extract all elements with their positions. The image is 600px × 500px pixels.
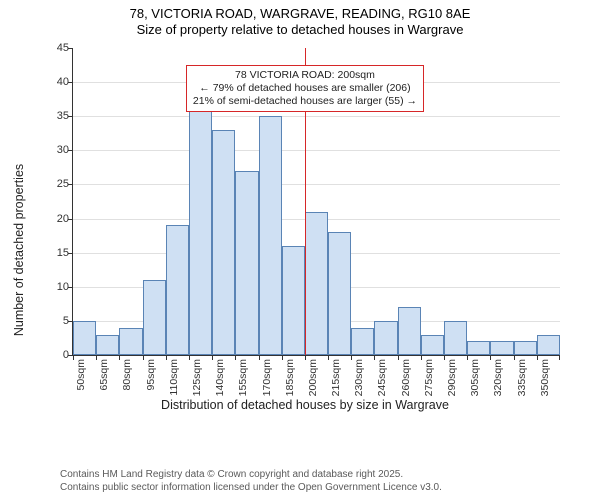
histogram-bar [328, 232, 351, 355]
x-tick [305, 355, 306, 360]
x-tick [73, 355, 74, 360]
histogram-bar [351, 328, 374, 355]
histogram-bar [259, 116, 282, 355]
histogram-bar [73, 321, 96, 355]
histogram-bar [398, 307, 421, 355]
y-tick-label: 40 [43, 76, 69, 88]
x-tick-label: 170sqm [261, 359, 273, 396]
x-tick-label: 50sqm [75, 359, 87, 391]
y-tick-label: 10 [43, 281, 69, 293]
x-tick-label: 215sqm [330, 359, 342, 396]
x-tick [537, 355, 538, 360]
histogram-bar [212, 130, 235, 355]
histogram-bar [166, 225, 189, 355]
histogram-bar [374, 321, 397, 355]
x-tick-label: 140sqm [214, 359, 226, 396]
x-tick-label: 110sqm [168, 359, 180, 396]
histogram-bar [444, 321, 467, 355]
x-tick [143, 355, 144, 360]
x-tick-label: 125sqm [191, 359, 203, 396]
histogram-bar [189, 103, 212, 355]
title-line1: 78, VICTORIA ROAD, WARGRAVE, READING, RG… [0, 6, 600, 22]
x-tick [282, 355, 283, 360]
plot-area: 05101520253035404550sqm65sqm80sqm95sqm11… [72, 48, 560, 356]
y-tick-label: 30 [43, 144, 69, 156]
attribution-line2: Contains public sector information licen… [60, 482, 442, 495]
gridline [73, 150, 560, 151]
y-tick-label: 25 [43, 178, 69, 190]
annotation-line1: 78 VICTORIA ROAD: 200sqm [193, 69, 417, 82]
title-line2: Size of property relative to detached ho… [0, 22, 600, 38]
y-tick-label: 45 [43, 42, 69, 54]
histogram-bar [235, 171, 258, 355]
chart-title: 78, VICTORIA ROAD, WARGRAVE, READING, RG… [0, 0, 600, 39]
attribution-line1: Contains HM Land Registry data © Crown c… [60, 469, 442, 482]
x-tick-label: 185sqm [284, 359, 296, 396]
histogram-bar [305, 212, 328, 355]
x-tick-label: 260sqm [400, 359, 412, 396]
histogram-bar [490, 341, 513, 355]
x-tick-label: 245sqm [376, 359, 388, 396]
gridline [73, 184, 560, 185]
x-tick-label: 200sqm [307, 359, 319, 396]
x-tick [189, 355, 190, 360]
x-tick [212, 355, 213, 360]
x-tick-label: 80sqm [121, 359, 133, 391]
chart-area: 05101520253035404550sqm65sqm80sqm95sqm11… [50, 48, 560, 418]
x-tick-label: 320sqm [492, 359, 504, 396]
x-tick [259, 355, 260, 360]
y-tick-label: 35 [43, 110, 69, 122]
x-tick-label: 305sqm [469, 359, 481, 396]
annotation-line3: 21% of semi-detached houses are larger (… [193, 95, 417, 108]
histogram-bar [421, 335, 444, 355]
x-tick-label: 275sqm [423, 359, 435, 396]
attribution-text: Contains HM Land Registry data © Crown c… [60, 469, 442, 494]
x-tick-label: 290sqm [446, 359, 458, 396]
x-tick [328, 355, 329, 360]
annotation-line2: ← 79% of detached houses are smaller (20… [193, 82, 417, 95]
x-tick [444, 355, 445, 360]
x-tick [398, 355, 399, 360]
gridline [73, 116, 560, 117]
x-tick-label: 335sqm [516, 359, 528, 396]
y-axis-label: Number of detached properties [12, 164, 26, 336]
histogram-bar [282, 246, 305, 355]
x-tick [166, 355, 167, 360]
y-tick-label: 20 [43, 213, 69, 225]
x-axis-label: Distribution of detached houses by size … [50, 398, 560, 412]
x-tick [514, 355, 515, 360]
y-tick-label: 0 [43, 349, 69, 361]
x-tick-label: 350sqm [539, 359, 551, 396]
histogram-bar [119, 328, 142, 355]
y-tick-label: 5 [43, 315, 69, 327]
histogram-bar [96, 335, 119, 355]
histogram-bar [537, 335, 560, 355]
histogram-bar [143, 280, 166, 355]
histogram-bar [467, 341, 490, 355]
y-tick-label: 15 [43, 247, 69, 259]
x-tick-label: 95sqm [145, 359, 157, 391]
x-tick-label: 65sqm [98, 359, 110, 391]
x-tick-label: 230sqm [353, 359, 365, 396]
x-tick-label: 155sqm [237, 359, 249, 396]
x-tick [421, 355, 422, 360]
x-tick [559, 355, 560, 360]
annotation-box: 78 VICTORIA ROAD: 200sqm← 79% of detache… [186, 65, 424, 112]
histogram-bar [514, 341, 537, 355]
